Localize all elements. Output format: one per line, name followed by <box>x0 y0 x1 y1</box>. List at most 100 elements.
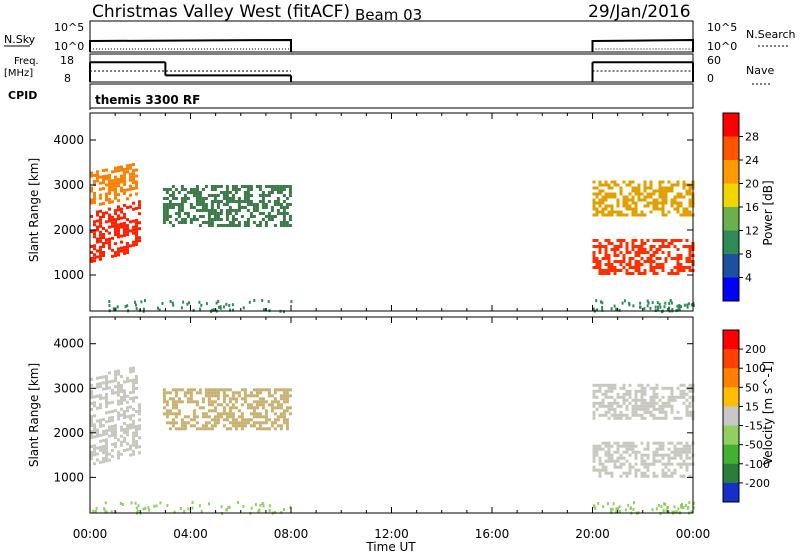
velocity-echo-pixel <box>126 394 129 398</box>
power-echo-pixel <box>231 209 235 212</box>
velocity-echo-pixel <box>270 403 274 407</box>
velocity-echo-pixel <box>688 413 692 417</box>
power-echo-pixel <box>114 196 117 200</box>
velocity-echo-pixel <box>237 409 241 413</box>
power-echo-pixel <box>664 260 668 263</box>
velocity-echo-pixel <box>132 387 135 391</box>
velocity-echo-pixel <box>643 465 647 469</box>
velocity-speckle <box>667 510 670 514</box>
velocity-echo-pixel <box>132 407 135 411</box>
power-echo-pixel <box>258 212 262 215</box>
velocity-echo-pixel <box>264 400 268 404</box>
power-echo-pixel <box>688 210 692 214</box>
velocity-speckle <box>94 510 97 514</box>
velocity-echo-pixel <box>640 398 644 402</box>
velocity-echo-pixel <box>105 441 108 445</box>
velocity-echo-pixel <box>625 444 629 448</box>
velocity-echo-pixel <box>625 416 629 420</box>
velocity-echo-pixel <box>132 452 135 456</box>
power-echo-pixel <box>246 185 250 188</box>
velocity-echo-pixel <box>619 456 623 460</box>
power-echo-pixel <box>183 212 187 215</box>
velocity-echo-pixel <box>174 400 178 404</box>
velocity-echo-pixel <box>598 386 602 390</box>
power-echo-pixel <box>171 191 175 194</box>
velocity-speckle <box>261 502 264 505</box>
power-echo-pixel <box>243 185 247 188</box>
velocity-echo-pixel <box>222 424 226 428</box>
power-echo-pixel <box>90 260 93 263</box>
velocity-echo-pixel <box>96 434 99 438</box>
power-echo-pixel <box>649 263 653 266</box>
power-echo-pixel <box>628 198 632 202</box>
power-echo-pixel <box>595 266 599 269</box>
velocity-speckle <box>208 502 210 506</box>
velocity-echo-pixel <box>99 406 102 410</box>
power-echo-pixel <box>646 239 650 242</box>
velocity-echo-pixel <box>249 394 253 398</box>
velocity-echo-pixel <box>96 452 99 456</box>
power-echo-pixel <box>183 188 187 191</box>
velocity-echo-pixel <box>93 414 96 418</box>
power-echo-pixel <box>210 200 214 203</box>
power-echo-pixel <box>661 242 665 245</box>
velocity-echo-pixel <box>237 391 241 395</box>
power-echo-pixel <box>135 180 138 184</box>
power-echo-pixel <box>165 212 169 215</box>
velocity-echo-pixel <box>108 416 111 420</box>
power-echo-pixel <box>264 185 268 188</box>
velocity-echo-pixel <box>90 430 93 433</box>
velocity-speckle <box>220 505 223 509</box>
power-echo-pixel <box>132 225 135 229</box>
velocity-echo-pixel <box>640 441 644 445</box>
power-echo-pixel <box>676 180 680 184</box>
power-echo-pixel <box>688 257 692 260</box>
power-echo-pixel <box>195 218 199 221</box>
velocity-speckle <box>289 505 292 509</box>
power-echo-pixel <box>622 239 626 242</box>
velocity-echo-pixel <box>258 400 262 404</box>
power-echo-pixel <box>607 272 611 275</box>
velocity-echo-pixel <box>616 392 620 396</box>
power-echo-pixel <box>228 191 232 194</box>
velocity-speckle <box>664 503 667 506</box>
velocity-echo-pixel <box>243 421 247 425</box>
velocity-speckle <box>657 504 660 507</box>
power-echo-pixel <box>592 204 596 208</box>
velocity-echo-pixel <box>640 459 644 463</box>
power-echo-pixel <box>673 245 677 248</box>
velocity-speckle <box>627 503 630 507</box>
velocity-echo-pixel <box>195 415 199 419</box>
power-echo-pixel <box>628 272 632 275</box>
power-echo-pixel <box>288 185 292 188</box>
velocity-echo-pixel <box>102 457 105 461</box>
velocity-echo-pixel <box>667 474 671 478</box>
power-echo-pixel <box>658 245 662 248</box>
velocity-echo-pixel <box>652 441 656 445</box>
velocity-echo-pixel <box>105 375 108 378</box>
power-echo-pixel <box>604 245 608 248</box>
power-echo-pixel <box>111 248 114 252</box>
velocity-echo-pixel <box>138 424 141 428</box>
power-echo-pixel <box>171 206 175 209</box>
power-echo-pixel <box>108 207 111 211</box>
power-echo-pixel <box>276 188 280 191</box>
velocity-echo-pixel <box>123 413 126 416</box>
velocity-colorbar-tick-label: -50 <box>745 439 763 452</box>
power-echo-pixel <box>655 251 659 254</box>
power-echo-pixel <box>186 191 190 194</box>
power-speckle <box>248 300 251 304</box>
velocity-echo-pixel <box>90 436 93 439</box>
velocity-echo-pixel <box>628 453 632 457</box>
velocity-echo-pixel <box>652 413 656 417</box>
velocity-echo-pixel <box>249 418 253 422</box>
power-echo-pixel <box>99 221 102 225</box>
power-echo-pixel <box>634 192 638 196</box>
power-echo-pixel <box>661 245 665 248</box>
power-echo-pixel <box>616 269 620 272</box>
cpid-label: CPID <box>8 89 37 102</box>
velocity-echo-pixel <box>688 410 692 414</box>
velocity-echo-pixel <box>282 412 286 416</box>
power-echo-pixel <box>168 200 172 203</box>
power-speckle <box>651 301 654 305</box>
